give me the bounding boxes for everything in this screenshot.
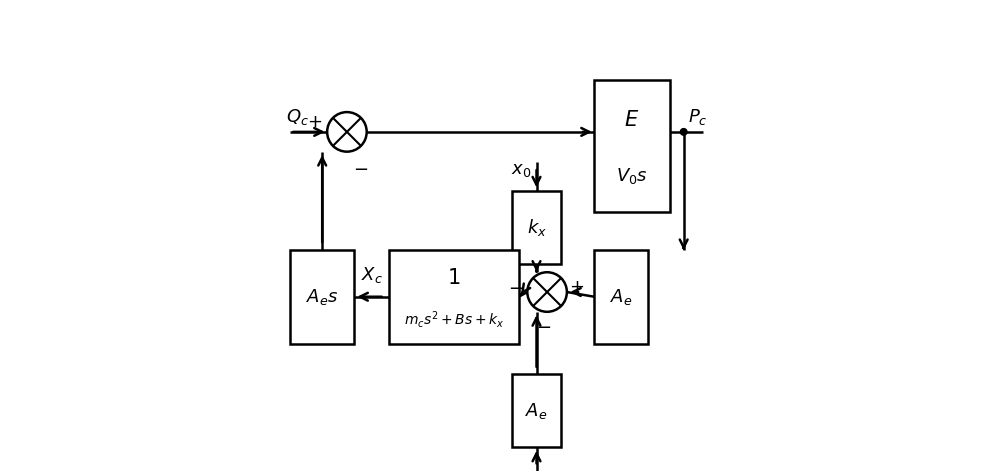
Circle shape (680, 129, 687, 135)
Text: $-$: $-$ (508, 278, 524, 296)
Text: $-$: $-$ (536, 317, 551, 334)
Text: $-$: $-$ (353, 159, 368, 177)
Text: $A_e$: $A_e$ (610, 287, 633, 307)
Text: $+$: $+$ (569, 278, 584, 296)
Text: $1$: $1$ (447, 268, 461, 288)
Text: $X_c$: $X_c$ (361, 265, 383, 285)
Text: $m_cs^2+Bs+k_x$: $m_cs^2+Bs+k_x$ (404, 309, 504, 330)
Circle shape (527, 272, 567, 312)
Text: $Q_c$: $Q_c$ (286, 107, 309, 127)
FancyBboxPatch shape (290, 250, 354, 344)
Text: $A_es$: $A_es$ (306, 287, 338, 307)
FancyBboxPatch shape (389, 250, 519, 344)
FancyBboxPatch shape (594, 250, 648, 344)
Text: $E$: $E$ (624, 110, 639, 130)
Text: $k_x$: $k_x$ (527, 217, 547, 238)
Text: $V_0s$: $V_0s$ (616, 166, 648, 187)
Circle shape (327, 112, 367, 152)
FancyBboxPatch shape (512, 374, 561, 447)
Text: $A_e$: $A_e$ (525, 401, 548, 421)
FancyBboxPatch shape (512, 191, 561, 264)
Text: $x_0$: $x_0$ (511, 161, 532, 179)
Text: $P_c$: $P_c$ (688, 107, 708, 127)
Text: +: + (307, 113, 322, 131)
FancyBboxPatch shape (594, 80, 670, 212)
